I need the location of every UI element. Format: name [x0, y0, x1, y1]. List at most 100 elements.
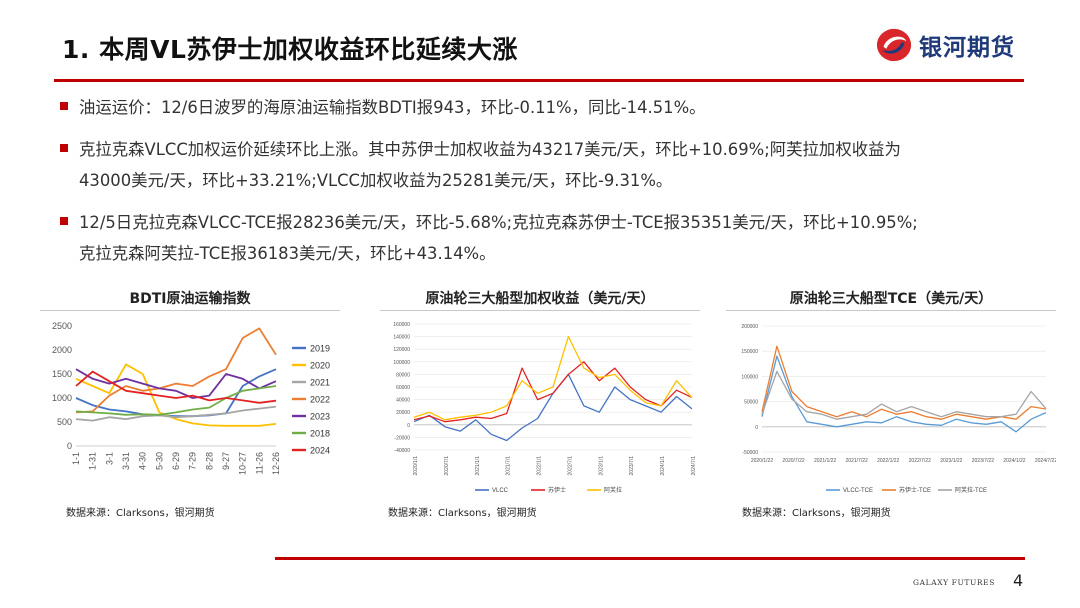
bullet-text: 12/5日克拉克森VLCC-TCE报28236美元/天，环比-5.68%;克拉克… — [79, 213, 918, 263]
legend-label: 苏伊士 — [548, 486, 566, 494]
y-tick-label: 500 — [57, 417, 72, 427]
y-tick-label: 0 — [67, 441, 72, 451]
series-line-阿芙拉-TCE — [761, 370, 1047, 420]
x-tick-label: 2021/1/1 — [475, 456, 481, 476]
y-tick-label: 100000 — [741, 374, 758, 380]
galaxy-logo-icon — [876, 28, 912, 62]
chart-title-divider — [380, 310, 700, 311]
series-line-2018 — [75, 385, 277, 416]
footer-brand: GALAXY FUTURES — [913, 578, 995, 587]
x-tick-label: 2022/7/1 — [567, 456, 573, 476]
x-tick-label: 2020/7/1 — [444, 456, 450, 476]
y-tick-label: 80000 — [396, 372, 410, 378]
x-tick-label: 2020/7/22 — [782, 458, 804, 464]
brand-logo: 银河期货 — [875, 26, 1015, 64]
bullet-text: 油运运价：12/6日波罗的海原油运输指数BDTI报943，环比-0.11%，同比… — [79, 98, 706, 117]
x-tick-label: 2022/7/22 — [909, 458, 931, 464]
series-line-2022 — [75, 327, 277, 414]
y-tick-label: 150000 — [741, 349, 758, 355]
x-tick-label: 10-27 — [238, 452, 248, 475]
y-tick-label: 0 — [755, 425, 758, 431]
series-line-2023 — [75, 368, 277, 399]
y-tick-label: 200000 — [741, 324, 758, 330]
legend-label: 2018 — [310, 429, 330, 439]
title-divider — [54, 79, 1024, 82]
y-tick-label: 50000 — [744, 400, 758, 406]
y-tick-label: 1500 — [52, 369, 72, 379]
chart-title: 原油轮三大船型TCE（美元/天） — [789, 291, 993, 307]
x-tick-label: 7-29 — [188, 452, 198, 470]
y-tick-label: 60000 — [396, 385, 410, 391]
x-tick-label: 12-26 — [271, 452, 281, 475]
data-source-note: 数据来源：Clarksons，银河期货 — [742, 508, 891, 519]
y-tick-label: 20000 — [396, 410, 410, 416]
series-line-2019 — [75, 368, 277, 418]
bullet-text: 克拉克森VLCC加权运价延续环比上涨。其中苏伊士加权收益为43217美元/天，环… — [79, 140, 901, 190]
weighted-earnings-line-chart: -40000 -20000 0 20000 40000 60000 80000 100000 1… — [393, 322, 697, 494]
x-tick-label: 3-1 — [104, 452, 114, 465]
y-tick-label: -20000 — [394, 435, 410, 441]
bullet-list: 油运运价：12/6日波罗的海原油运输指数BDTI报943，环比-0.11%，同比… — [60, 92, 1040, 280]
series-line-苏伊士 — [413, 361, 693, 423]
bullet-item: 克拉克森VLCC加权运价延续环比上涨。其中苏伊士加权收益为43217美元/天，环… — [60, 134, 1040, 196]
bdti-line-chart: 0 500 1000 1500 2000 2500 1-1 1-31 3-1 3-31 4-30 5-… — [52, 321, 330, 475]
x-tick-label: 2024/1/1 — [660, 456, 666, 476]
slide-title: 1. 本周VL苏伊士加权收益环比延续大涨 — [62, 35, 518, 64]
x-tick-label: 2024/1/22 — [1003, 458, 1025, 464]
y-tick-label: 40000 — [396, 398, 410, 404]
legend-label: 2023 — [310, 412, 330, 422]
x-tick-label: 2022/1/1 — [537, 456, 543, 476]
bullet-square-icon — [60, 102, 68, 110]
data-source-note: 数据来源：Clarksons，银河期货 — [388, 508, 537, 519]
y-tick-label: 140000 — [393, 335, 410, 341]
chart-title-divider — [40, 310, 340, 311]
legend-label: VLCC — [492, 488, 509, 494]
legend-label: 2021 — [310, 378, 330, 388]
bullet-item: 油运运价：12/6日波罗的海原油运输指数BDTI报943，环比-0.11%，同比… — [60, 92, 1040, 123]
series-line-阿芙拉 — [413, 335, 693, 421]
x-tick-label: 2024/7/1 — [691, 456, 697, 476]
x-tick-label: 3-31 — [121, 452, 131, 470]
x-tick-label: 2021/7/22 — [846, 458, 868, 464]
x-tick-label: 2023/1/22 — [940, 458, 962, 464]
legend-label: 2024 — [310, 446, 330, 456]
x-tick-label: 1-31 — [88, 452, 98, 470]
y-tick-label: 1000 — [52, 393, 72, 403]
bullet-square-icon — [60, 144, 68, 152]
y-tick-label: 2000 — [52, 345, 72, 355]
legend-label: 苏伊士-TCE — [899, 486, 931, 494]
series-line-VLCC-TCE — [761, 355, 1047, 433]
page-number: 4 — [1013, 571, 1024, 590]
x-tick-label: 2023/1/1 — [598, 456, 604, 476]
y-tick-label: -50000 — [742, 450, 758, 456]
x-tick-label: 9-27 — [221, 452, 231, 470]
legend-label: 2020 — [310, 361, 330, 371]
series-line-2020 — [75, 363, 277, 427]
x-tick-label: 2020/1/22 — [751, 458, 773, 464]
series-line-苏伊士-TCE — [761, 345, 1047, 420]
legend-label: VLCC-TCE — [843, 488, 873, 494]
x-tick-label: 2021/1/22 — [814, 458, 836, 464]
chart-title-divider — [726, 310, 1056, 311]
x-tick-label: 2023/7/1 — [629, 456, 635, 476]
data-source-note: 数据来源：Clarksons，银河期货 — [66, 508, 215, 519]
tce-line-chart: -50000 0 50000 100000 150000 200000 2020/1/22 2… — [741, 324, 1056, 494]
x-tick-label: 2022/1/22 — [877, 458, 899, 464]
series-line-2021 — [75, 405, 277, 422]
x-tick-label: 2024/7/22 — [1035, 458, 1056, 464]
y-tick-label: 120000 — [393, 347, 410, 353]
legend-label: 2022 — [310, 395, 330, 405]
bullet-item: 12/5日克拉克森VLCC-TCE报28236美元/天，环比-5.68%;克拉克… — [60, 207, 1040, 269]
y-tick-label: -40000 — [394, 448, 410, 454]
bullet-square-icon — [60, 217, 68, 225]
y-tick-label: 100000 — [393, 360, 410, 366]
legend-label: 阿芙拉 — [604, 486, 622, 494]
x-tick-label: 5-30 — [154, 452, 164, 470]
chart-title: BDTI原油运输指数 — [129, 291, 251, 307]
y-tick-label: 2500 — [52, 321, 72, 331]
series-line-2024 — [75, 370, 277, 404]
x-tick-label: 6-29 — [171, 452, 181, 470]
x-tick-label: 2023/7/22 — [972, 458, 994, 464]
legend-label: 阿芙拉-TCE — [955, 486, 987, 494]
y-tick-label: 0 — [407, 423, 410, 429]
